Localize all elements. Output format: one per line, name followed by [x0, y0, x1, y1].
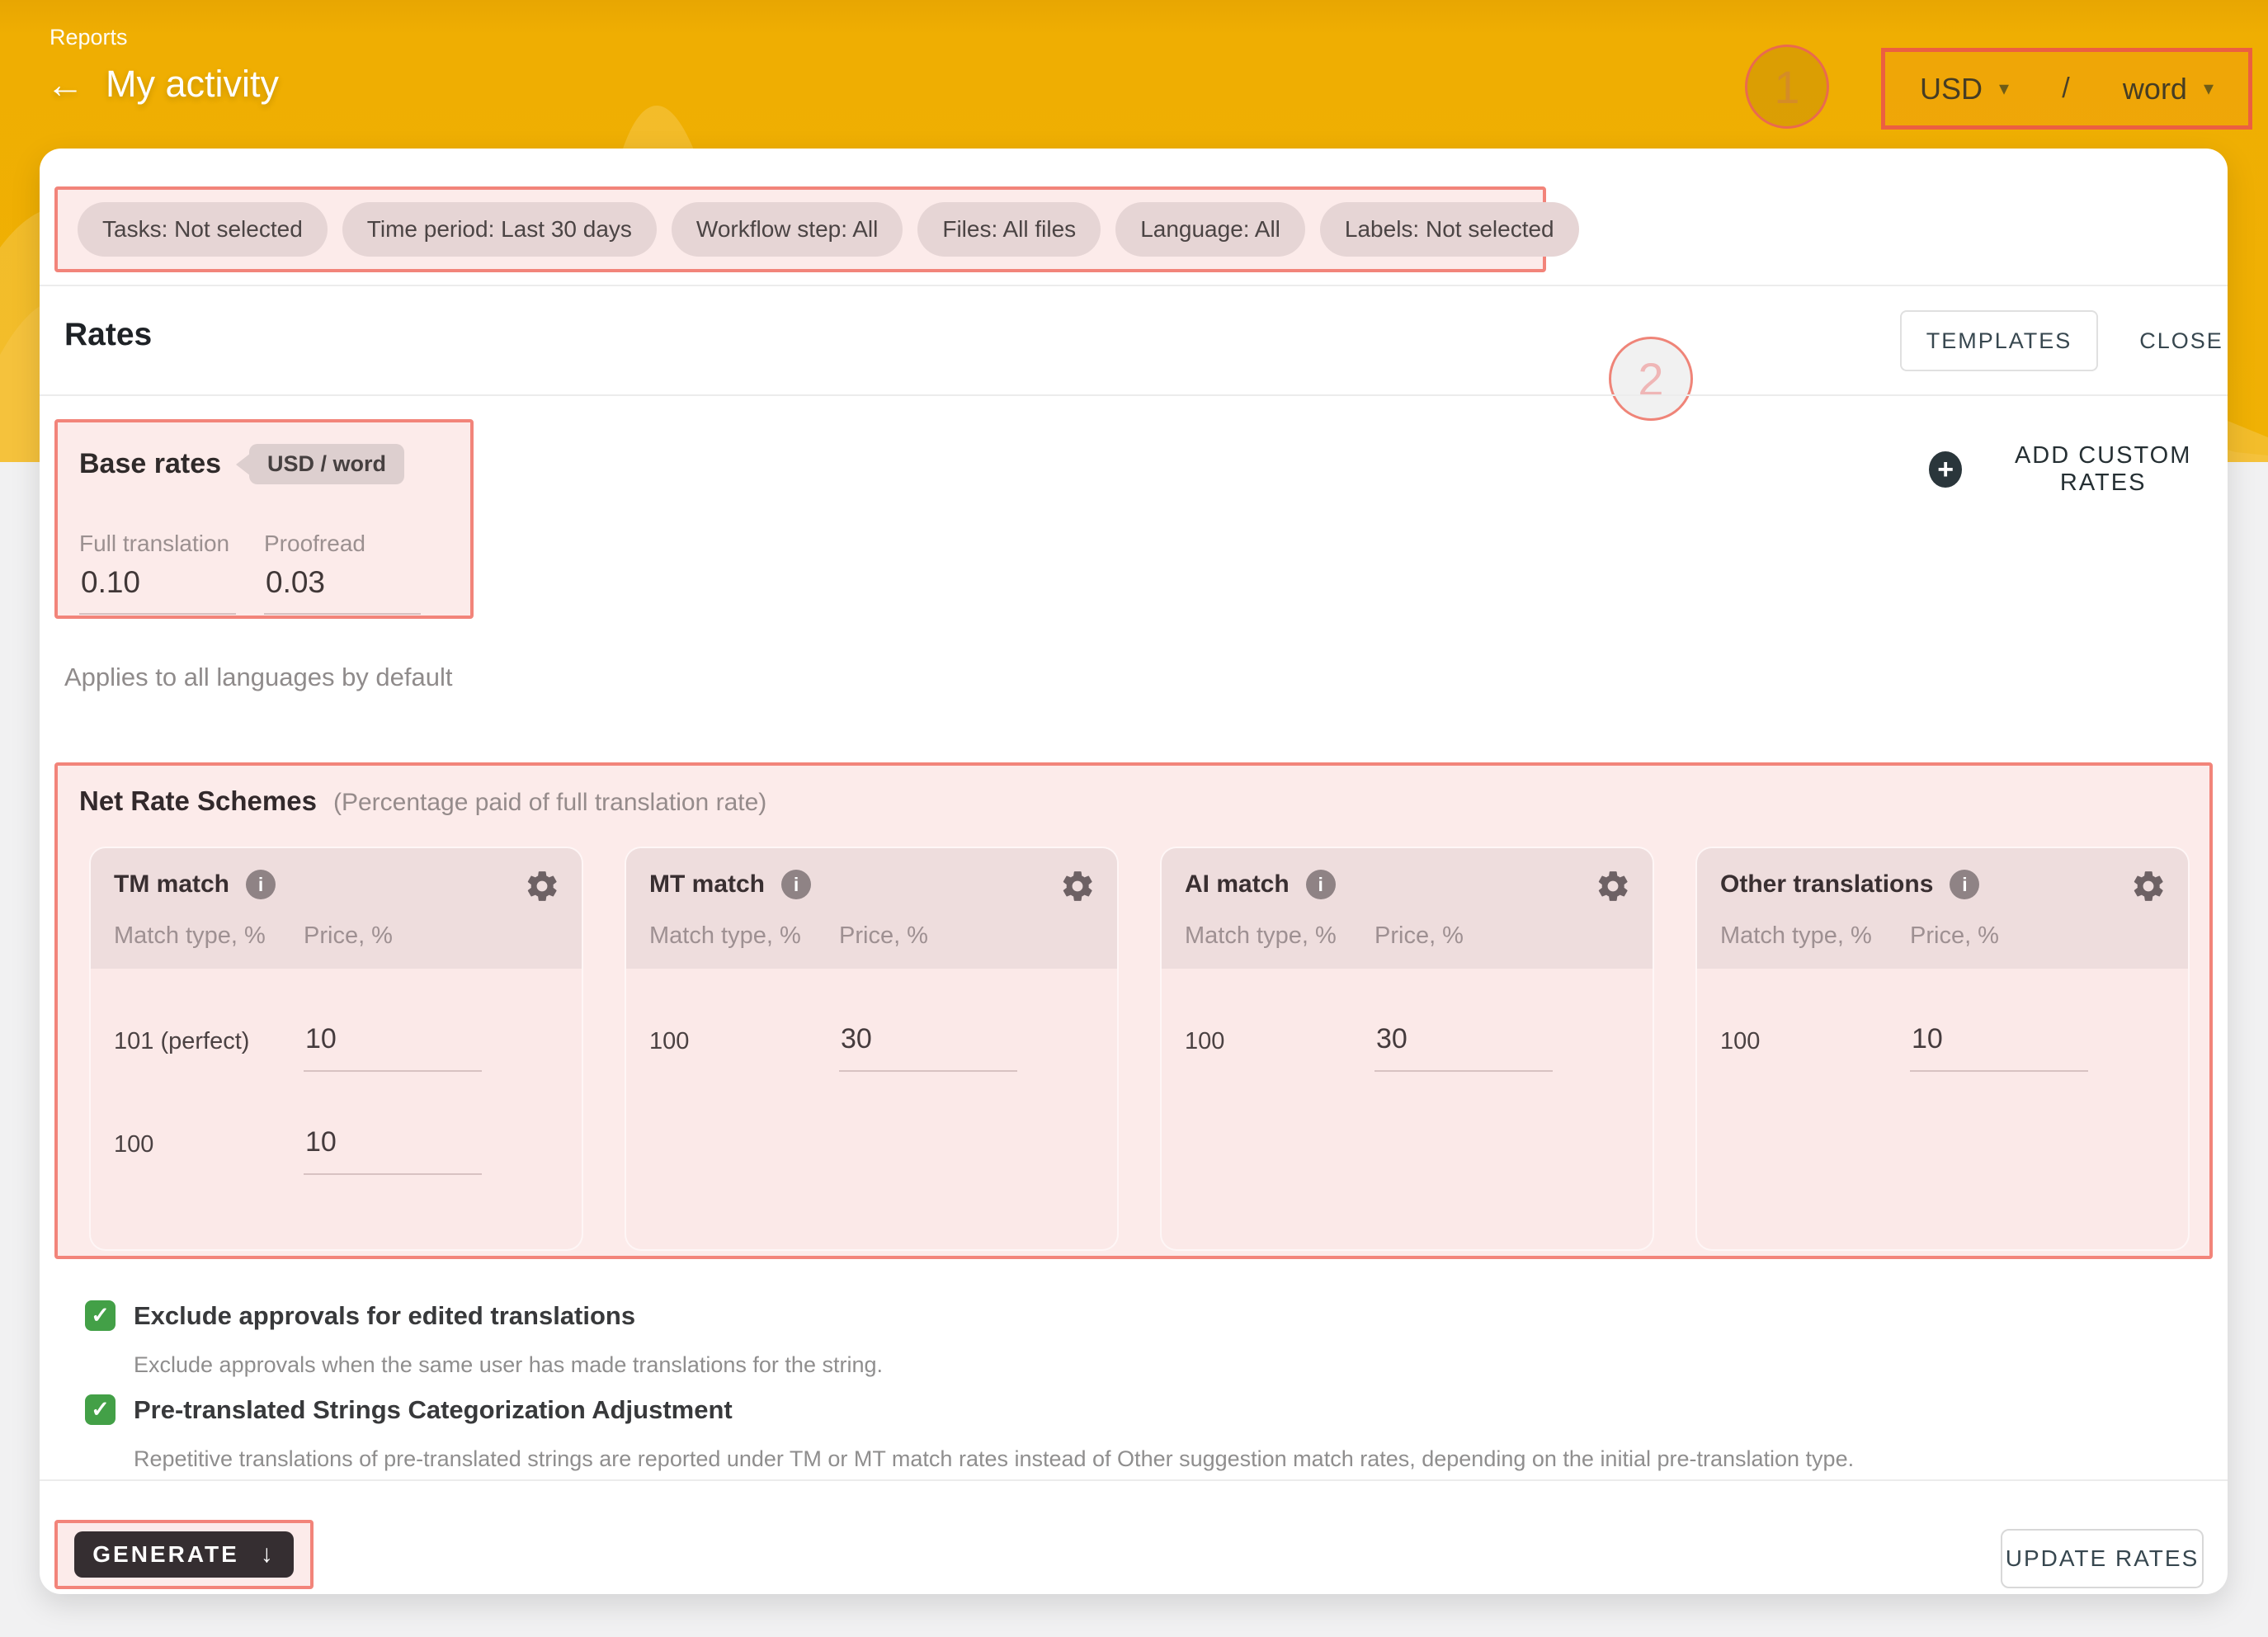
base-rates-panel: Base rates USD / word Full translation P… — [54, 419, 474, 619]
price-column-header: Price, % — [839, 922, 928, 949]
report-settings-card: Tasks: Not selected Time period: Last 30… — [40, 149, 2228, 1594]
checkbox-checked-icon[interactable]: ✓ — [85, 1300, 116, 1331]
update-rates-button[interactable]: UPDATE RATES — [2001, 1529, 2204, 1588]
divider — [40, 1479, 2228, 1481]
scheme-card-ai-match: AI match i Match type, % Price, % — [1162, 848, 1653, 1249]
unit-value: word — [2122, 71, 2187, 106]
annotation-step-1: 1 — [1745, 45, 1829, 129]
scheme-row: 101 (perfect) — [114, 1023, 559, 1072]
plus-icon: + — [1929, 451, 1963, 488]
full-translation-input[interactable] — [79, 565, 236, 615]
unit-dropdown[interactable]: word ▾ — [2123, 72, 2214, 106]
filter-chip-files[interactable]: Files: All files — [917, 202, 1101, 257]
divider — [40, 394, 2228, 396]
scheme-row: 100 — [1720, 1023, 2165, 1072]
scheme-card-tm-match: TM match i Match type, % Price, % — [91, 848, 582, 1249]
filter-chip-tasks[interactable]: Tasks: Not selected — [78, 202, 328, 257]
net-rate-schemes-panel: Net Rate Schemes (Percentage paid of ful… — [54, 762, 2213, 1259]
price-input[interactable] — [304, 1126, 482, 1175]
page-title-row: ← My activity — [46, 63, 279, 106]
close-button[interactable]: CLOSE — [2139, 328, 2223, 353]
match-type-column-header: Match type, % — [1720, 922, 1872, 949]
add-custom-rates-button[interactable]: + ADD CUSTOM RATES — [1929, 442, 2228, 497]
chevron-down-icon: ▾ — [2203, 78, 2214, 100]
full-translation-label: Full translation — [79, 531, 230, 556]
rates-section-title: Rates — [64, 317, 153, 352]
filter-chip-language[interactable]: Language: All — [1115, 202, 1305, 257]
currency-dropdown[interactable]: USD ▾ — [1920, 72, 2009, 106]
scheme-title: TM match — [114, 870, 230, 898]
info-icon[interactable]: i — [1950, 870, 1980, 899]
page-title: My activity — [106, 63, 280, 105]
option-description: Repetitive translations of pre-translate… — [134, 1446, 1855, 1471]
breadcrumb: Reports — [50, 25, 128, 50]
info-icon[interactable]: i — [1305, 870, 1336, 899]
filters-bar: Tasks: Not selected Time period: Last 30… — [54, 186, 1579, 272]
gear-icon[interactable] — [524, 868, 560, 904]
info-icon[interactable]: i — [246, 870, 276, 899]
gear-icon[interactable] — [2130, 868, 2167, 904]
option-description: Exclude approvals when the same user has… — [134, 1352, 883, 1377]
currency-value: USD — [1920, 71, 1983, 106]
back-arrow-icon[interactable]: ← — [46, 63, 84, 106]
net-rate-schemes-subtitle: (Percentage paid of full translation rat… — [332, 789, 767, 816]
filter-chip-labels[interactable]: Labels: Not selected — [1319, 202, 1579, 257]
match-type-column-header: Match type, % — [649, 922, 801, 949]
info-icon[interactable]: i — [781, 870, 812, 899]
base-rates-unit-chip: USD / word — [249, 444, 405, 484]
match-type-column-header: Match type, % — [114, 922, 266, 949]
generate-button[interactable]: GENERATE ↓ — [74, 1531, 294, 1578]
price-column-header: Price, % — [1374, 922, 1464, 949]
match-type-column-header: Match type, % — [1185, 922, 1337, 949]
download-arrow-icon: ↓ — [260, 1540, 276, 1568]
scheme-row: 100 — [649, 1023, 1094, 1072]
price-column-header: Price, % — [304, 922, 393, 949]
gear-icon[interactable] — [1059, 868, 1096, 904]
gear-icon[interactable] — [1595, 868, 1631, 904]
chevron-down-icon: ▾ — [1999, 78, 2010, 100]
price-input[interactable] — [839, 1023, 1017, 1072]
divider — [40, 285, 2228, 286]
currency-unit-selector: USD ▾ / word ▾ — [1881, 48, 2252, 130]
templates-button[interactable]: TEMPLATES — [1900, 310, 2098, 371]
option-pretranslated-adjustment: ✓ Pre-translated Strings Categorization … — [85, 1394, 733, 1425]
scheme-title: AI match — [1185, 870, 1290, 898]
price-input[interactable] — [1910, 1023, 2088, 1072]
generate-annotation-box: GENERATE ↓ — [54, 1520, 314, 1589]
currency-unit-separator: / — [2062, 73, 2070, 104]
scheme-row: 100 — [114, 1126, 559, 1175]
applies-note: Applies to all languages by default — [64, 663, 453, 691]
filter-chip-time-period[interactable]: Time period: Last 30 days — [342, 202, 657, 257]
filter-chip-workflow-step[interactable]: Workflow step: All — [671, 202, 903, 257]
net-rate-schemes-title: Net Rate Schemes — [79, 785, 317, 816]
price-input[interactable] — [1374, 1023, 1553, 1072]
scheme-row: 100 — [1185, 1023, 1629, 1072]
scheme-title: Other translations — [1720, 870, 1934, 898]
annotation-step-2: 2 — [1609, 337, 1693, 421]
base-rates-title: Base rates — [79, 448, 222, 479]
price-column-header: Price, % — [1910, 922, 1999, 949]
price-input[interactable] — [304, 1023, 482, 1072]
proofread-input[interactable] — [264, 565, 421, 615]
checkbox-checked-icon[interactable]: ✓ — [85, 1394, 116, 1425]
scheme-card-mt-match: MT match i Match type, % Price, % — [626, 848, 1117, 1249]
scheme-title: MT match — [649, 870, 766, 898]
scheme-card-other-translations: Other translations i Match type, % Price… — [1697, 848, 2188, 1249]
option-exclude-approvals: ✓ Exclude approvals for edited translati… — [85, 1300, 635, 1331]
proofread-label: Proofread — [264, 531, 365, 556]
